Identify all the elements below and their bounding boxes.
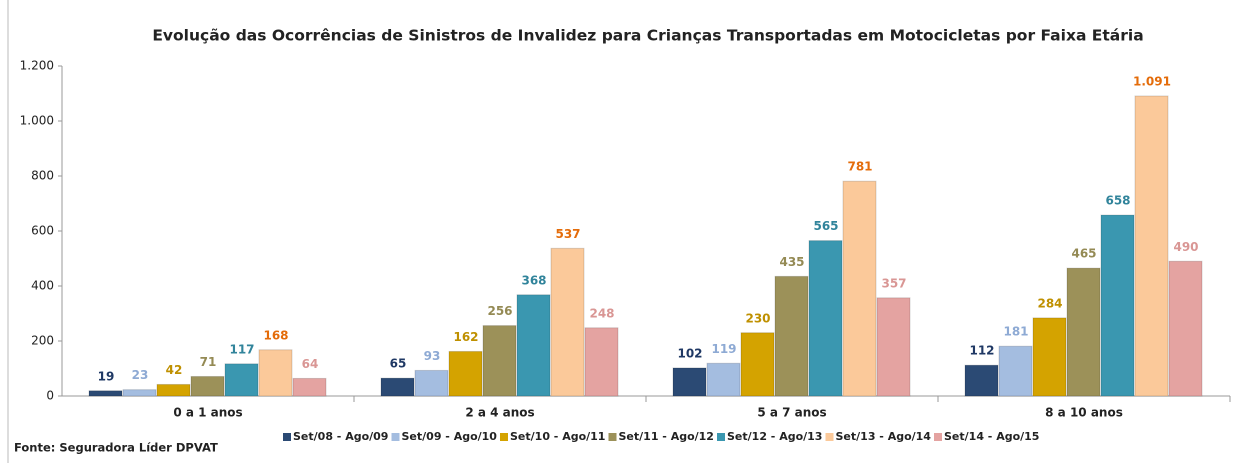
legend-label: Set/08 - Ago/09 [293, 430, 388, 443]
x-tick-label: 0 a 1 anos [173, 406, 242, 420]
data-label: 658 [1105, 194, 1130, 208]
data-label: 65 [390, 357, 407, 371]
legend-swatch [608, 433, 617, 441]
y-tick-label: 1.200 [20, 59, 54, 73]
bar [842, 180, 877, 397]
bar [998, 345, 1033, 397]
y-tick-label: 1.000 [20, 114, 54, 128]
y-tick-label: 600 [31, 224, 54, 238]
bar [1066, 267, 1101, 397]
legend-label: Set/14 - Ago/15 [944, 430, 1039, 443]
data-label: 119 [711, 342, 736, 356]
bar [448, 350, 483, 397]
x-tick-label: 8 a 10 anos [1045, 406, 1123, 420]
legend-swatch [283, 433, 291, 441]
bar [190, 375, 225, 397]
bar [292, 377, 327, 397]
bar [774, 275, 809, 397]
bar [122, 389, 157, 397]
y-tick-label: 200 [31, 334, 54, 348]
data-label: 117 [229, 342, 254, 356]
y-tick-label: 0 [46, 389, 54, 403]
bar [808, 240, 843, 397]
legend-label: Set/10 - Ago/11 [510, 430, 605, 443]
chart-title: Evolução das Ocorrências de Sinistros de… [152, 27, 1143, 45]
bar [550, 247, 585, 397]
legend-label: Set/13 - Ago/14 [836, 430, 932, 443]
data-label: 357 [881, 276, 906, 290]
legend-swatch [391, 433, 400, 441]
legend-swatch [934, 433, 942, 441]
bar [156, 383, 191, 397]
bar [414, 369, 449, 397]
data-label: 168 [263, 328, 288, 342]
data-label: 1.091 [1133, 74, 1171, 88]
bar [88, 390, 123, 397]
data-label: 256 [487, 304, 512, 318]
bar [380, 377, 415, 397]
data-label: 284 [1037, 296, 1062, 310]
legend-swatch [825, 433, 834, 441]
legend-label: Set/12 - Ago/13 [727, 430, 822, 443]
bar [1168, 260, 1203, 397]
bar [584, 327, 619, 397]
data-label: 112 [969, 344, 994, 358]
data-label: 93 [424, 349, 441, 363]
legend-label: Set/11 - Ago/12 [619, 430, 714, 443]
data-label: 23 [132, 368, 149, 382]
y-tick-label: 400 [31, 279, 54, 293]
legend-swatch [500, 433, 508, 441]
bar [740, 332, 775, 397]
bar [1032, 317, 1067, 397]
data-label: 230 [745, 311, 770, 325]
data-label: 19 [98, 369, 115, 383]
source: Fonte: Seguradora Líder DPVAT [14, 441, 218, 455]
bar [706, 362, 741, 397]
y-tick-label: 800 [31, 169, 54, 183]
bar [224, 363, 259, 397]
data-label: 465 [1071, 247, 1096, 261]
data-label: 71 [200, 355, 217, 369]
data-label: 64 [302, 357, 319, 371]
x-tick-label: 2 a 4 anos [465, 406, 534, 420]
data-label: 102 [677, 346, 702, 360]
bar [1100, 214, 1135, 397]
data-label: 248 [589, 306, 614, 320]
x-tick-label: 5 a 7 anos [757, 406, 826, 420]
bar [258, 349, 293, 397]
data-label: 162 [453, 330, 478, 344]
legend-label: Set/09 - Ago/10 [402, 430, 498, 443]
data-label: 781 [847, 160, 872, 174]
bar [672, 367, 707, 397]
legend-swatch [717, 433, 725, 441]
data-label: 490 [1173, 240, 1198, 254]
data-label: 435 [779, 255, 804, 269]
bar [1134, 95, 1169, 397]
bar [876, 297, 911, 397]
data-label: 181 [1003, 325, 1028, 339]
bar [482, 325, 517, 397]
data-label: 537 [555, 227, 580, 241]
data-label: 42 [166, 363, 183, 377]
data-label: 565 [813, 219, 838, 233]
bar [964, 364, 999, 397]
bar [516, 294, 551, 397]
data-label: 368 [521, 273, 546, 287]
